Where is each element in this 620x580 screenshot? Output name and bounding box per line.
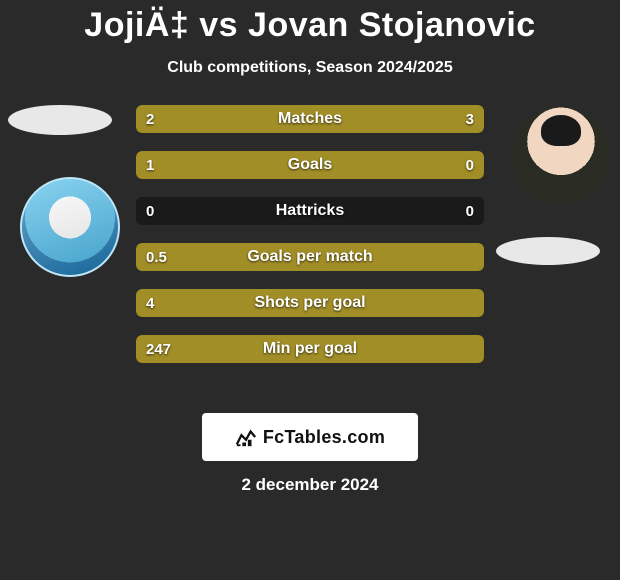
stat-bar-left <box>136 335 484 363</box>
stat-bar-right <box>275 105 484 133</box>
stat-value-left: 4 <box>146 289 154 317</box>
player-left-avatar <box>20 177 120 277</box>
branding-icon <box>235 426 257 448</box>
subtitle: Club competitions, Season 2024/2025 <box>0 59 620 77</box>
stat-bar-left <box>136 151 404 179</box>
stat-value-right: 3 <box>466 105 474 133</box>
stat-label: Hattricks <box>136 197 484 225</box>
player-left-club-badge <box>8 105 112 135</box>
stat-value-right: 0 <box>466 151 474 179</box>
stat-row: Shots per goal4 <box>136 289 484 317</box>
stat-bar-left <box>136 105 275 133</box>
stat-value-left: 0 <box>146 197 154 225</box>
branding-badge: FcTables.com <box>202 413 418 461</box>
stat-row: Hattricks0 0 <box>136 197 484 225</box>
stat-row: Goals10 <box>136 151 484 179</box>
player-right-avatar <box>512 107 610 205</box>
stat-bars: Matches23Goals10Hattricks00Goals per mat… <box>136 105 484 385</box>
page-title: JojiÄ‡ vs Jovan Stojanovic <box>0 0 620 45</box>
stat-bar-left <box>136 289 484 317</box>
stat-value-left: 0.5 <box>146 243 167 271</box>
stat-row: Min per goal247 <box>136 335 484 363</box>
stat-bar-left <box>136 243 484 271</box>
stat-value-left: 247 <box>146 335 171 363</box>
stat-row: Goals per match0.5 <box>136 243 484 271</box>
branding-text: FcTables.com <box>263 427 385 448</box>
stat-value-left: 2 <box>146 105 154 133</box>
stat-row: Matches23 <box>136 105 484 133</box>
date-text: 2 december 2024 <box>0 475 620 495</box>
player-right-club-badge <box>496 237 600 265</box>
stat-value-right: 0 <box>466 197 474 225</box>
stat-value-left: 1 <box>146 151 154 179</box>
